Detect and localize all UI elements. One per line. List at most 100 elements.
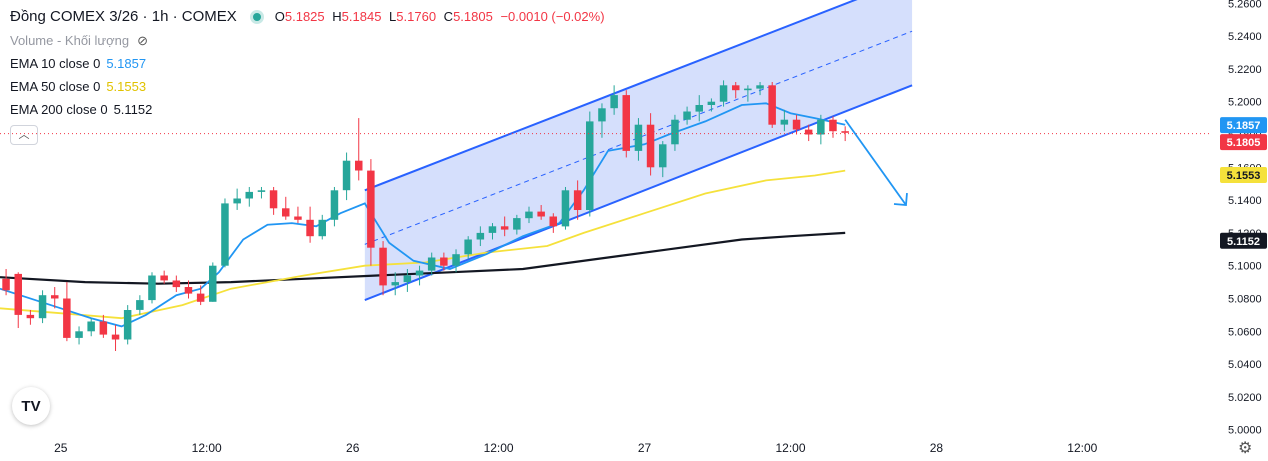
- change-value: −0.0010 (−0.02%): [500, 9, 605, 24]
- indicator-ema200[interactable]: EMA 200 close 0 5.1152: [10, 102, 153, 117]
- tradingview-logo-icon[interactable]: TV: [12, 387, 50, 425]
- price-axis: 5.26005.24005.22005.20005.18005.16005.14…: [1228, 0, 1262, 437]
- candle-body: [488, 226, 497, 233]
- candle-body: [817, 119, 825, 135]
- candle-body: [841, 131, 849, 133]
- candle-body: [38, 295, 47, 319]
- candle-body: [160, 275, 168, 281]
- candle-body: [26, 314, 35, 319]
- candle-body: [452, 254, 460, 266]
- candle-body: [294, 216, 302, 220]
- candle-body: [245, 191, 253, 199]
- time-tick-label: 26: [346, 441, 360, 455]
- candles: [2, 80, 849, 351]
- candle-body: [196, 293, 205, 302]
- price-tick-label: 5.2200: [1228, 64, 1262, 76]
- price-tag-label: 5.1857: [1227, 120, 1261, 132]
- time-tick-label: 27: [638, 441, 652, 455]
- candle-body: [391, 282, 399, 286]
- candle-body: [427, 257, 436, 271]
- price-tick-label: 5.2400: [1228, 31, 1262, 43]
- candle-body: [111, 334, 120, 340]
- candle-body: [549, 216, 557, 227]
- eye-hidden-icon[interactable]: ⊘: [137, 33, 149, 48]
- price-tag-label: 5.1152: [1227, 236, 1260, 248]
- price-tag-label: 5.1805: [1227, 137, 1261, 149]
- price-tick-label: 5.1400: [1228, 195, 1262, 207]
- price-tick-label: 5.1000: [1228, 261, 1262, 273]
- time-tick-label: 25: [54, 441, 68, 455]
- candle-body: [330, 190, 339, 220]
- candle-body: [269, 190, 278, 209]
- candle-body: [282, 208, 290, 217]
- candle-body: [14, 273, 22, 315]
- candle-body: [403, 275, 412, 283]
- candle-body: [573, 190, 582, 210]
- time-tick-label: 12:00: [484, 441, 514, 455]
- candle-body: [136, 300, 144, 310]
- price-tags: 5.1857 5.1805 5.1553 5.1152: [1220, 117, 1267, 249]
- gear-icon[interactable]: ⚙: [1238, 440, 1253, 457]
- candle-body: [318, 219, 326, 237]
- candle-body: [780, 119, 789, 125]
- candle-body: [659, 144, 667, 168]
- price-tag-bg: [1220, 134, 1267, 151]
- price-tick-label: 5.0800: [1228, 294, 1262, 306]
- candle-body: [87, 321, 95, 332]
- candle-body: [500, 226, 509, 230]
- time-tick-label: 12:00: [775, 441, 805, 455]
- candle-body: [75, 331, 83, 338]
- price-tick-label: 5.0600: [1228, 326, 1262, 338]
- candle-body: [525, 211, 533, 219]
- candle-body: [768, 85, 776, 125]
- candle-body: [756, 85, 764, 89]
- candle-body: [695, 105, 703, 112]
- candle-body: [829, 119, 837, 132]
- candle-body: [464, 239, 472, 255]
- candle-body: [634, 124, 643, 151]
- candle-body: [184, 287, 193, 294]
- candle-body: [440, 257, 448, 266]
- candle-body: [683, 111, 691, 120]
- price-tag-label: 5.1553: [1227, 170, 1261, 182]
- price-tick-label: 5.2600: [1228, 0, 1262, 10]
- candle-body: [209, 265, 217, 302]
- candle-body: [233, 198, 241, 204]
- arrow-shaft: [844, 119, 907, 206]
- indicator-ema10[interactable]: EMA 10 close 0 5.1857: [10, 56, 147, 71]
- channel-mid-line: [364, 30, 913, 245]
- candle-body: [63, 298, 71, 338]
- price-tick-label: 5.0000: [1228, 425, 1262, 437]
- candle-body: [342, 160, 351, 191]
- candle-body: [792, 119, 801, 130]
- time-tick-label: 12:00: [1067, 441, 1097, 455]
- candle-body: [148, 275, 156, 301]
- candle-body: [586, 121, 594, 210]
- time-tick-label: 12:00: [192, 441, 222, 455]
- candle-body: [537, 211, 545, 217]
- candle-body: [257, 190, 266, 192]
- candle-body: [221, 203, 229, 266]
- price-tick-label: 5.0400: [1228, 359, 1262, 371]
- price-tag-bg: [1220, 167, 1267, 183]
- symbol-title[interactable]: Đồng COMEX 3/26 · 1h · COMEX: [10, 8, 237, 25]
- collapse-legend-button[interactable]: ︿: [10, 125, 38, 145]
- price-tick-label: 5.0200: [1228, 392, 1262, 404]
- market-status-icon: [252, 13, 261, 21]
- candle-body: [646, 124, 655, 168]
- arrow-head: [893, 192, 908, 206]
- volume-indicator[interactable]: Volume - Khối lượng ⊘: [10, 33, 149, 48]
- candle-body: [744, 88, 752, 91]
- price-tag-bg: [1220, 232, 1267, 249]
- time-tick-label: 28: [930, 441, 944, 455]
- candle-body: [561, 190, 570, 227]
- indicator-ema50[interactable]: EMA 50 close 0 5.1553: [10, 79, 147, 94]
- candle-body: [355, 160, 363, 171]
- time-axis: 25 12:00 26 12:00 27 12:00 28 12:00: [54, 441, 1098, 455]
- candle-body: [415, 270, 424, 276]
- candle-body: [99, 321, 108, 335]
- candle-body: [379, 247, 387, 286]
- price-tag-bg: [1220, 117, 1267, 134]
- price-tick-label: 5.2000: [1228, 97, 1262, 109]
